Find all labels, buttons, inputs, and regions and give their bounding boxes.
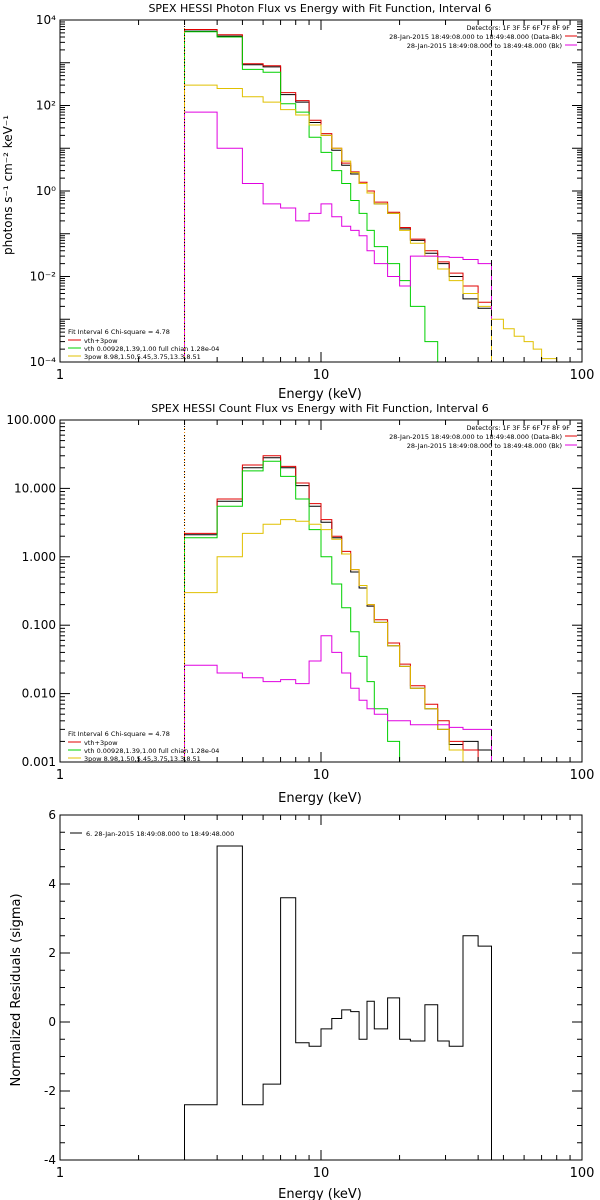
y-tick-label: 2 [48,946,56,960]
y-tick-label: 4 [48,877,56,891]
count-flux-panel: SPEX HESSI Count Flux vs Energy with Fit… [6,402,594,806]
photon-legend-bottom: Fit Interval 6 Chi-square = 4.78 vth+3po… [68,328,219,361]
y-tick-label: 10⁻⁴ [30,355,57,369]
y-tick-label: 0.001 [22,755,56,769]
legend-bottom-line: vth 0.00928,1.39,1.00 full chian 1.28e-0… [84,747,219,755]
y-tick-label: 6 [48,808,56,822]
y-tick-label: 0.010 [22,687,56,701]
series-line-yellow [184,84,492,362]
x-tick-label: 10 [313,768,330,783]
x-tick-label: 10 [313,368,330,383]
photon-flux-panel: SPEX HESSI Photon Flux vs Energy with Fi… [1,2,594,402]
photon-legend-top: Detectors: 1F 3F 5F 6F 7F 8F 9F 28-Jan-2… [389,24,570,50]
legend-top-line: 28-Jan-2015 18:49:08.000 to 18:49:48.000… [407,442,562,450]
legend-top-line: Detectors: 1F 3F 5F 6F 7F 8F 9F [467,424,571,432]
photon-panel-ylabel: photons s⁻¹ cm⁻² keV⁻¹ [1,115,15,255]
x-tick-label: 10 [313,1166,330,1181]
legend-top-line: 28-Jan-2015 18:49:08.000 to 18:49:48.000… [389,33,562,41]
y-tick-label: 10² [36,99,56,113]
legend-bottom-line: vth+3pow [84,337,118,345]
residuals-legend: 6. 28-Jan-2015 18:49:08.000 to 18:49:48.… [86,830,234,838]
x-tick-label: 1 [56,368,64,383]
photon-panel-title: SPEX HESSI Photon Flux vs Energy with Fi… [148,2,491,15]
y-tick-label: 0.100 [22,618,56,632]
legend-bottom-line: Fit Interval 6 Chi-square = 4.78 [68,328,170,336]
residuals-panel-xlabel: Energy (keV) [278,1187,362,1200]
y-tick-label: 10⁻² [30,270,57,284]
legend-top-line: 28-Jan-2015 18:49:08.000 to 18:49:48.000… [407,42,562,50]
legend-top-line: Detectors: 1F 3F 5F 6F 7F 8F 9F [467,24,571,32]
legend-bottom-line: Fit Interval 6 Chi-square = 4.78 [68,730,170,738]
series-line-magenta [184,635,492,762]
x-tick-label: 1 [56,768,64,783]
y-tick-label: -4 [44,1153,56,1167]
x-tick-label: 100 [570,368,595,383]
y-tick-label: 100.000 [6,413,56,427]
plot-area [184,29,558,362]
x-tick-label: 100 [570,768,595,783]
count-legend-bottom: Fit Interval 6 Chi-square = 4.78 vth+3po… [68,730,219,763]
series-line-green [184,460,401,762]
series-line-red [184,29,492,362]
y-tick-label: 10⁴ [36,13,56,27]
series-line-yellow [184,519,464,762]
y-tick-label: -2 [44,1084,56,1098]
series-line-magenta [184,111,492,362]
series-line-black [184,845,492,1160]
plot-area [184,455,492,762]
residuals-panel-ylabel: Normalized Residuals (sigma) [9,893,24,1086]
x-tick-label: 1 [56,1166,64,1181]
count-panel-xlabel: Energy (keV) [278,791,362,806]
plot-frame [59,814,583,1161]
y-tick-label: 10.000 [14,481,56,495]
legend-bottom-line: vth 0.00928,1.39,1.00 full chian 1.28e-0… [84,345,219,353]
series-line-green [184,31,439,362]
y-tick-label: 0 [48,1015,56,1029]
legend-bottom-line: 3pow 8.98,1.50,5.45,3.75,13.3,8.51 [84,755,201,763]
series-line-black [184,30,492,362]
legend-bottom-line: 3pow 8.98,1.50,5.45,3.75,13.3,8.51 [84,353,201,361]
tail-series-line-yellow [491,318,558,362]
y-tick-label: 1.000 [22,550,56,564]
count-legend-top: Detectors: 1F 3F 5F 6F 7F 8F 9F 28-Jan-2… [389,424,570,450]
plot-frame [59,19,583,363]
legend-top-line: 28-Jan-2015 18:49:08.000 to 18:49:48.000… [389,433,562,441]
legend-bottom-line: vth+3pow [84,739,118,747]
residuals-panel: Normalized Residuals (sigma) Energy (keV… [9,808,594,1200]
y-tick-label: 10⁰ [36,184,56,198]
count-panel-title: SPEX HESSI Count Flux vs Energy with Fit… [151,402,488,415]
photon-panel-xlabel: Energy (keV) [278,387,362,402]
plot-area [184,845,492,1160]
x-tick-label: 100 [570,1166,595,1181]
plot-frame [59,419,583,763]
